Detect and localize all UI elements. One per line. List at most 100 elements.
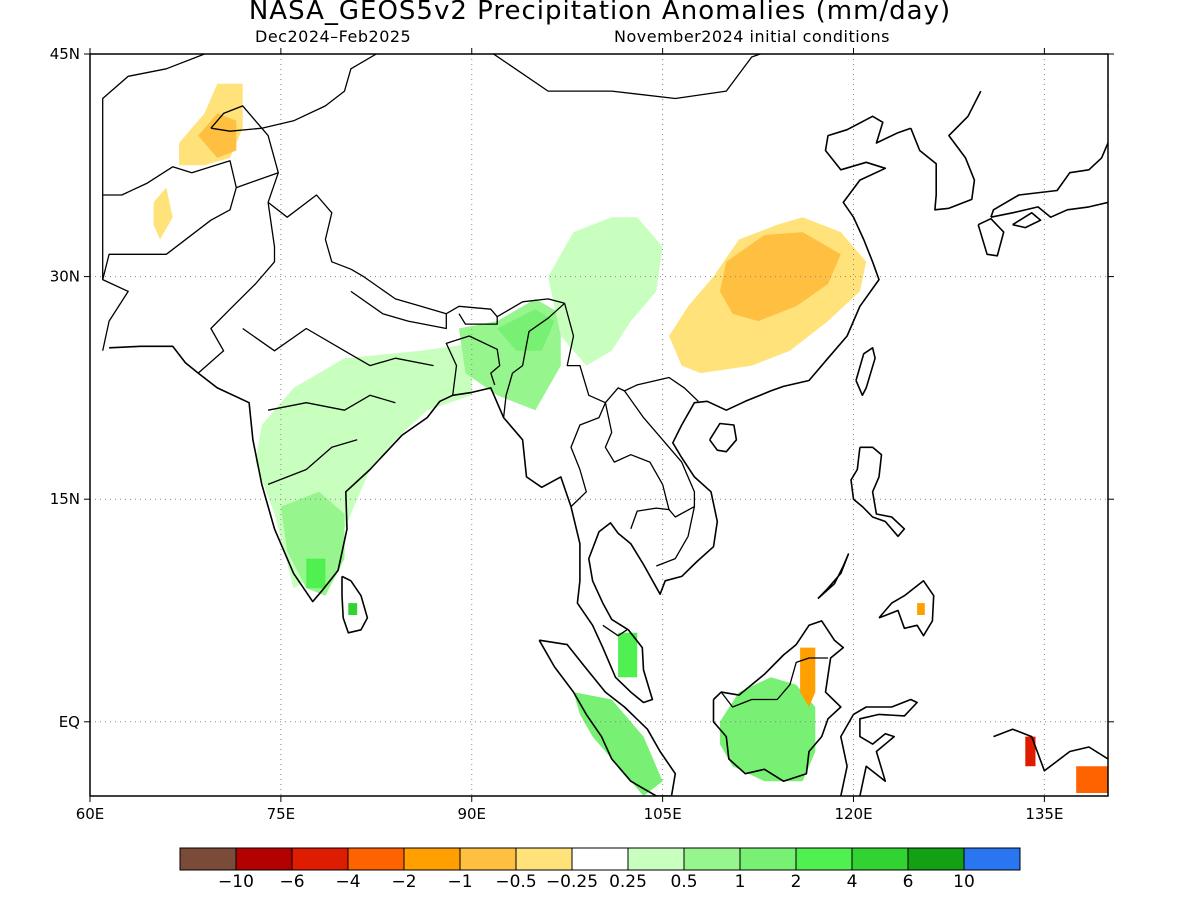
colorbar-label-11: 4 [847,872,858,892]
coast-japan-honshu [990,140,1108,218]
border-laos-vietnam [623,390,696,518]
colorbar-label-5: −0.5 [495,872,536,892]
anomaly-tajik-dry-core [198,113,237,158]
anomaly-india-south-wet [280,491,345,596]
lon-tick-label-0: 60E [76,805,105,823]
colorbar-label-9: 1 [735,872,746,892]
coast-srilanka [341,575,369,634]
coast-taiwan [855,346,876,397]
colorbar-swatch-8 [627,847,685,871]
lat-tick-label-3: EQ [59,713,80,731]
border-thai-laos [604,402,670,530]
coastline-layer [102,54,1108,796]
colorbar-label-3: −2 [391,872,416,892]
coast-japan-shikoku [1012,212,1042,229]
coast-india-coast [197,372,454,603]
lon-tick-label-1: 75E [267,805,296,823]
anomaly-newguinea-east [1076,766,1108,793]
colorbar-swatch-5 [459,847,517,871]
coast-sulawesi [839,698,918,796]
border-mongolia-border [492,54,763,100]
coast-hainan [709,422,738,453]
coast-borneo [712,620,845,783]
border-bhutan [458,313,498,325]
coast-bay-east-coast [452,115,912,704]
colorbar-label-2: −4 [335,872,360,892]
coast-sumatra [538,639,677,796]
period-subtitle: Dec2024–Feb2025 [255,27,412,46]
anomaly-mindanao-dry [917,603,925,615]
colorbar-swatch-3 [347,847,405,871]
coast-japan-kyushu [977,217,1005,257]
border-india-states [242,327,434,367]
border-cambodia-vietnam [656,506,696,567]
coast-hokkaido [1107,102,1108,106]
anomaly-afghan-dry [153,187,173,240]
colorbar-label-12: 6 [903,872,914,892]
anomaly-sumatra-wet [573,692,663,796]
border-bangladesh [445,335,501,396]
colorbar-label-7: 0.25 [609,872,647,892]
colorbar-swatch-0 [179,847,237,871]
coast-korea [910,90,982,211]
colorbar-swatch-9 [683,847,741,871]
anomaly-srilanka-wet [348,603,358,615]
lon-tick-label-5: 135E [1025,805,1063,823]
border-afg-iran-border [102,160,237,280]
coast-luzon [850,446,906,538]
colorbar-swatch-4 [403,847,461,871]
anomaly-india-tip-wet [306,558,326,589]
border-kyrg-border [210,105,263,132]
border-thai-burma [570,402,606,508]
colorbar-swatch-1 [235,847,293,871]
lat-tick-label-0: 45N [50,45,80,63]
colorbar: −10 −6 −4 −2 −1 −0.5 −0.25 0.25 0.5 1 2 4 6 10 [179,847,1021,892]
border-nepal-india [350,290,447,330]
lon-tick-label-2: 90E [457,805,486,823]
colorbar-swatch-2 [291,847,349,871]
coast-pakistan-coast [109,345,199,374]
border-china-kaz [261,54,377,173]
anomaly-ne-india-core [497,309,555,351]
anomaly-newguinea-dry [1025,736,1036,767]
anomaly-layer [153,83,1108,796]
gridlines [90,54,1108,796]
border-central-asia [102,54,205,195]
coast-mindanao [878,579,935,637]
border-india-states-2 [267,394,396,411]
colorbar-label-8: 0.5 [670,872,697,892]
coast-new-guinea [993,728,1108,772]
lon-tick-label-4: 120E [834,805,872,823]
border-malay-thai [602,624,628,637]
border-himalaya-border [267,194,565,318]
anomaly-yunnan-wet [548,217,663,366]
border-borneo-malaysia [720,657,828,708]
colorbar-label-4: −1 [447,872,472,892]
page-title: NASA_GEOS5v2 Precipitation Anomalies (mm… [248,0,952,26]
colorbar-swatch-6 [515,847,573,871]
anomaly-malaya-wet [618,632,638,678]
colorbar-swatch-12 [851,847,909,871]
colorbar-swatch-11 [795,847,853,871]
map-frame [89,53,1109,797]
border-pak-india-border [197,202,276,374]
colorbar-label-13: 10 [953,872,975,892]
border-burma-bang [502,302,566,418]
coast-palawan [817,553,850,600]
colorbar-label-0: −10 [218,872,254,892]
colorbar-swatch-14 [963,847,1021,871]
colorbar-swatch-13 [907,847,965,871]
lat-tick-label-1: 30N [50,268,80,286]
initial-conditions-subtitle: November2024 initial conditions [614,27,890,46]
border-india-states-3 [267,439,358,486]
axis-ticks: 60E 75E 90E 105E 120E 135E 45N 30N 15N EQ [50,45,1114,823]
lon-tick-label-3: 105E [644,805,682,823]
colorbar-label-6: −0.25 [546,872,598,892]
border-pak-afg-border [102,172,279,351]
colorbar-swatch-7 [571,847,629,871]
colorbar-label-1: −6 [279,872,304,892]
colorbar-swatch-10 [739,847,797,871]
colorbar-label-10: 2 [791,872,802,892]
anomaly-borneo-dry [800,647,816,707]
